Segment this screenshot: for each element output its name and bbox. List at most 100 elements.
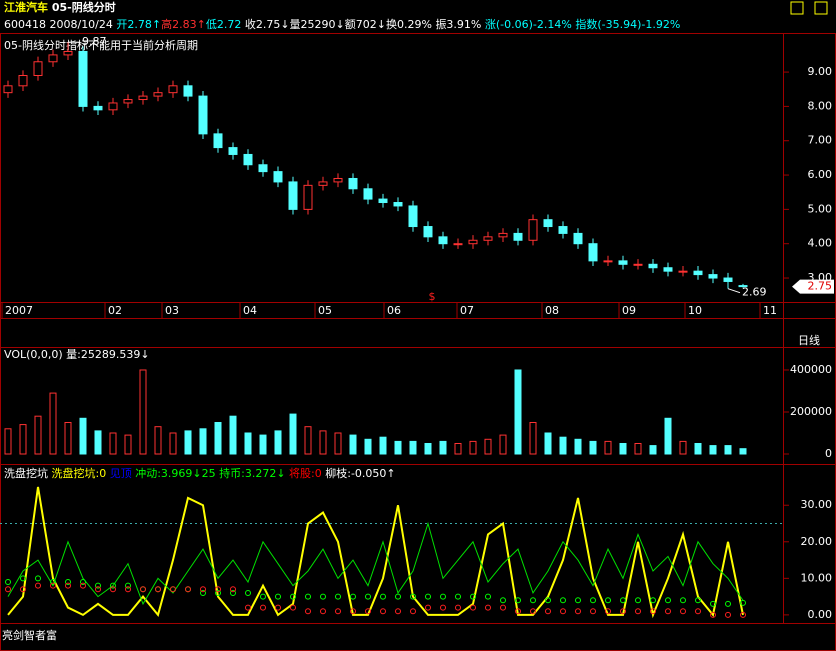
indicator-dot <box>275 604 281 611</box>
volume-bar <box>184 430 192 455</box>
candle-body <box>633 263 643 266</box>
volume-bar <box>694 442 702 455</box>
indicator-dot <box>695 597 701 604</box>
indicator-dot <box>545 597 551 604</box>
candle-body <box>378 198 388 204</box>
candle-body <box>723 277 733 282</box>
y-tick-label: 5.00 <box>808 202 833 215</box>
text-segment: 江淮汽车 <box>4 0 48 14</box>
indicator-dot <box>260 604 266 611</box>
indicator-dot <box>65 578 71 585</box>
candle-body <box>153 92 163 97</box>
indicator-dot <box>185 586 191 593</box>
indicator-dot <box>110 586 116 593</box>
volume-bar <box>154 426 162 455</box>
volume-bar <box>19 424 27 455</box>
text-segment: 额702↓ <box>345 18 386 31</box>
indicator-dot <box>455 593 461 600</box>
y-tick-label: 30.00 <box>801 498 833 511</box>
volume-bar <box>79 417 87 455</box>
date-label: 02 <box>108 304 122 317</box>
candle-body <box>483 236 493 241</box>
indicator-dot <box>695 608 701 615</box>
candle-body <box>18 75 28 87</box>
menu-icon[interactable] <box>814 1 828 15</box>
y-tick-label: 6.00 <box>808 168 833 181</box>
indicator-dot <box>665 608 671 615</box>
candle-body <box>228 147 238 155</box>
candle-body <box>3 85 13 94</box>
volume-bar <box>469 440 477 455</box>
volume-bar <box>229 415 237 455</box>
indicator-dot <box>290 593 296 600</box>
date-label: 09 <box>622 304 636 317</box>
volume-bar <box>4 428 12 455</box>
period-label[interactable]: 日线 <box>798 333 820 347</box>
text-segment: 600418 2008/10/24 <box>4 18 116 31</box>
candle-body <box>198 95 208 135</box>
volume-bar <box>334 432 342 455</box>
indicator-dot <box>590 597 596 604</box>
indicator-dot <box>740 611 746 618</box>
y-tick-label: 0.00 <box>808 608 833 621</box>
volume-bar <box>349 434 357 455</box>
indicator-dot <box>305 593 311 600</box>
candle-body <box>738 285 748 288</box>
min-leader <box>727 288 741 294</box>
date-label: 06 <box>387 304 401 317</box>
indicator-dot <box>725 611 731 618</box>
volume-bar <box>724 445 732 455</box>
volume-bar <box>244 432 252 455</box>
volume-bar <box>559 436 567 455</box>
indicator-dot <box>665 597 671 604</box>
indicator-dot <box>260 593 266 600</box>
candle-body <box>93 105 103 111</box>
candle-body <box>63 50 73 56</box>
indicator-dot <box>620 608 626 615</box>
indicator-dot <box>530 608 536 615</box>
frame <box>0 33 836 651</box>
date-label: 05 <box>318 304 332 317</box>
volume-bar <box>484 438 492 455</box>
indicator-dot <box>470 593 476 600</box>
date-label: 03 <box>165 304 179 317</box>
candle-body <box>438 236 448 245</box>
pin-icon[interactable] <box>790 1 804 15</box>
indicator-dot <box>635 597 641 604</box>
candle-body <box>258 164 268 173</box>
volume-bar <box>409 440 417 455</box>
indicator-dot <box>425 593 431 600</box>
candle-body <box>273 171 283 183</box>
indicator-dot <box>650 597 656 604</box>
volume-bar <box>529 421 537 455</box>
indicator-dot <box>545 608 551 615</box>
candle-body <box>243 153 253 166</box>
indicator-dot <box>635 608 641 615</box>
indicator-line <box>7 486 744 619</box>
candle-body <box>303 184 313 210</box>
indicator-dot <box>200 589 206 596</box>
candle-body <box>693 270 703 276</box>
indicator-dot <box>575 608 581 615</box>
candle-body <box>588 243 598 262</box>
indicator-dot <box>380 608 386 615</box>
candle-body <box>48 54 58 63</box>
text-segment: 柳枝:-0.050↑ <box>325 466 395 480</box>
volume-bar <box>169 432 177 455</box>
text-segment: 见顶 <box>110 467 136 480</box>
date-label: 10 <box>688 304 702 317</box>
candle-body <box>573 232 583 245</box>
volume-bar <box>634 442 642 455</box>
indicator-line <box>7 521 744 606</box>
text-segment: 洗盘挖坑:0 <box>52 466 110 480</box>
volume-bar <box>274 430 282 455</box>
y-tick-label: 200000 <box>790 405 832 418</box>
indicator-dot <box>605 597 611 604</box>
indicator-dot <box>365 593 371 600</box>
indicator-dot <box>485 604 491 611</box>
candle-body <box>138 95 148 101</box>
indicator-dot <box>425 604 431 611</box>
candle-body <box>333 177 343 183</box>
candle-body <box>183 85 193 97</box>
